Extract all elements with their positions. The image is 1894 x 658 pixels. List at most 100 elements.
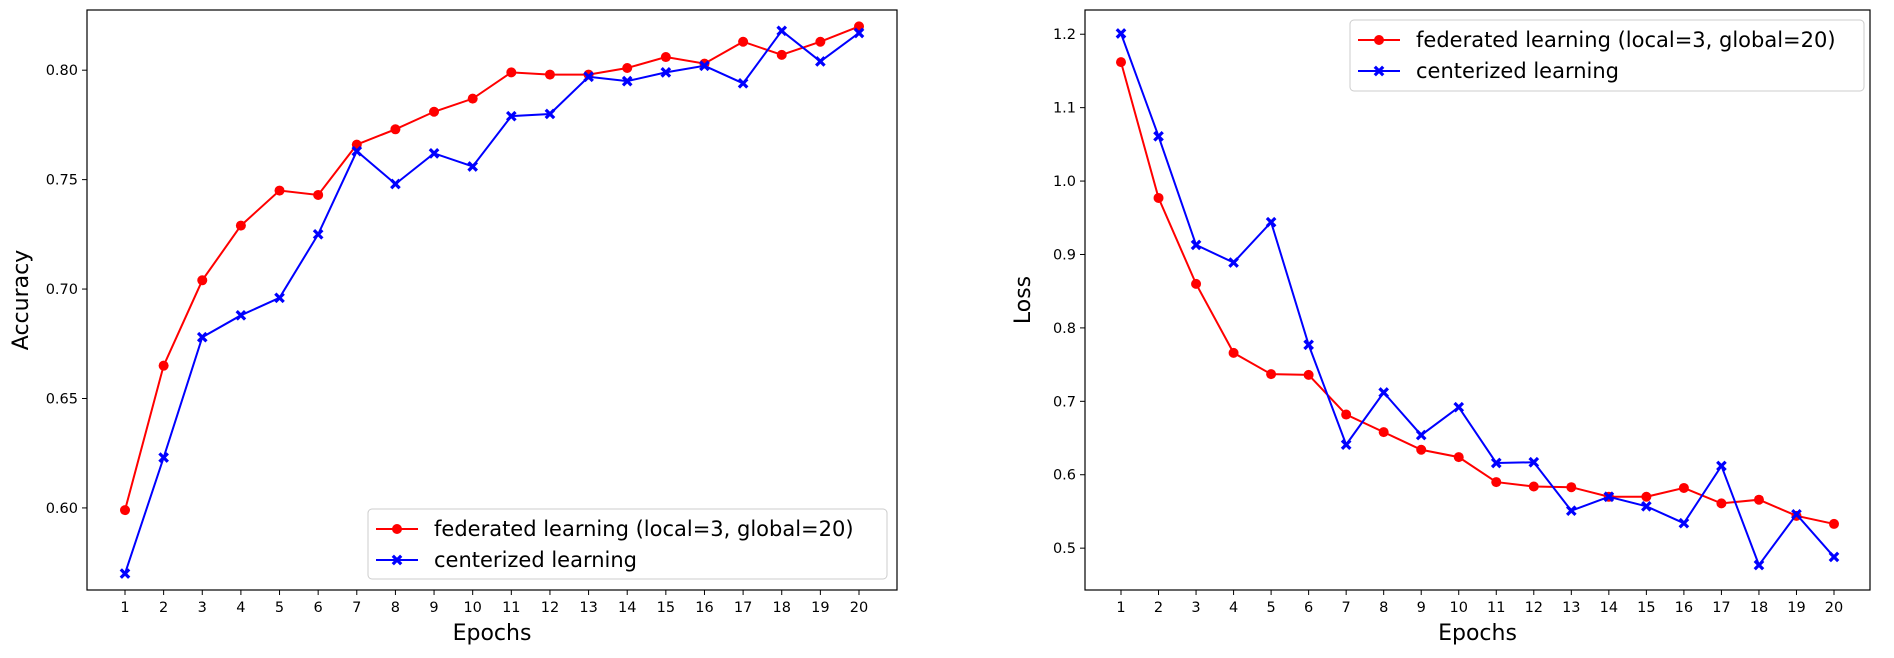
x-tick-label: 8 [391, 600, 400, 616]
series-1-point [1266, 369, 1277, 380]
marker-stroke [235, 309, 247, 321]
x-tick-label: 12 [541, 600, 559, 616]
y-tick-label: 1.0 [1053, 174, 1076, 190]
series-line-1 [124, 25, 860, 511]
marker-stroke [274, 292, 285, 304]
series-1-point [1228, 347, 1239, 358]
marker-stroke [312, 229, 324, 240]
series-line-2 [1120, 33, 1835, 568]
series-1-point [506, 67, 517, 78]
series-2-point [1153, 130, 1164, 142]
marker-stroke [1115, 28, 1127, 39]
series-1-point [235, 220, 246, 231]
x-tick-label: 4 [236, 600, 245, 616]
marker-stroke [505, 110, 517, 122]
y-tick-label: 0.80 [46, 63, 78, 79]
series-2-point [1678, 517, 1690, 529]
legend-marker [392, 524, 402, 534]
series-2-point [1378, 387, 1390, 398]
series-2-point [583, 71, 594, 83]
series-2-point [699, 60, 710, 72]
x-tick-label: 19 [1787, 600, 1805, 616]
series-1-point [390, 124, 401, 135]
series-2-point [274, 292, 285, 304]
series-2-point [1265, 216, 1277, 228]
series-2-point [1791, 509, 1802, 520]
series-1-point [1191, 278, 1202, 289]
marker-stroke [1716, 460, 1727, 472]
x-axis-label: Epochs [453, 621, 532, 646]
series-1-point [1303, 369, 1314, 380]
series-1-point [1116, 57, 1126, 68]
series-1-point [1378, 427, 1389, 438]
marker-stroke [815, 56, 826, 67]
series-1-point [1341, 409, 1352, 420]
series-2-point [660, 67, 672, 78]
series-2-point [853, 27, 865, 39]
x-tick-label: 10 [463, 600, 481, 616]
marker-stroke [1678, 517, 1690, 529]
marker-stroke [699, 60, 710, 72]
x-tick-label: 12 [1525, 600, 1543, 616]
x-tick-label: 18 [1750, 600, 1768, 616]
x-tick-label: 5 [1266, 600, 1275, 616]
legend-box [367, 508, 888, 580]
x-tick-label: 8 [1379, 600, 1388, 616]
chart-panel-2: 1 2 3 4 5 6 7 8 9 10 11 12 13 14 15 16 17 18 19 200.50.60.7… [1011, 9, 1871, 646]
marker-stroke [544, 108, 556, 120]
marker-stroke [1453, 401, 1465, 413]
series-1-point [158, 360, 169, 371]
marker-stroke [1340, 439, 1352, 450]
x-tick-label: 11 [1487, 600, 1505, 616]
x-tick-label: 20 [850, 600, 868, 616]
series-1-point [1453, 452, 1464, 463]
marker-stroke [1603, 491, 1615, 503]
legend-box [1349, 19, 1865, 92]
y-tick-label: 0.9 [1053, 247, 1076, 263]
chart-panel-1: 1 2 3 4 5 6 7 8 9 10 11 12 13 14 15 16 17 18 19 200.600.650… [9, 9, 898, 646]
marker-stroke [391, 554, 403, 566]
legend-label: federated learning (local=3, global=20) [1416, 28, 1836, 52]
series-2-point [1828, 551, 1840, 563]
series-2-point [815, 56, 826, 67]
x-tick-label: 1 [120, 600, 129, 616]
x-tick-label: 17 [734, 600, 752, 616]
marker-stroke [1415, 429, 1427, 441]
legend-label: federated learning (local=3, global=20) [434, 517, 854, 541]
marker-stroke [1565, 505, 1577, 517]
series-2-point [1303, 339, 1314, 351]
x-tick-label: 20 [1825, 600, 1843, 616]
series-1-point [1566, 482, 1577, 493]
legend-marker [1374, 35, 1384, 45]
series-1-point [120, 505, 130, 516]
series-2-point [505, 110, 517, 122]
marker-stroke [390, 178, 401, 190]
series-2-point [1565, 505, 1577, 517]
series-2-point [1190, 239, 1202, 251]
x-tick-label: 19 [811, 600, 829, 616]
marker-stroke [621, 75, 633, 87]
series-1-point [1641, 491, 1652, 502]
x-tick-label: 17 [1712, 600, 1730, 616]
series-1-point [1829, 518, 1839, 529]
series-2-point [312, 229, 324, 240]
marker-stroke [1265, 216, 1277, 228]
marker-stroke [1528, 456, 1540, 468]
y-tick-label: 0.6 [1053, 468, 1076, 484]
plot-frame [1084, 9, 1871, 591]
series-2-point [119, 568, 131, 579]
series-1-point [1678, 482, 1689, 493]
series-1-point [622, 63, 633, 73]
marker-stroke [1641, 500, 1652, 512]
series-1-point [1153, 192, 1164, 203]
marker-stroke [737, 77, 749, 89]
y-tick-label: 0.8 [1053, 321, 1076, 337]
x-tick-label: 6 [314, 600, 323, 616]
marker-stroke [1490, 457, 1502, 469]
x-tick-label: 7 [1342, 600, 1351, 616]
x-tick-label: 18 [773, 600, 791, 616]
marker-stroke [776, 25, 788, 37]
marker-stroke [428, 148, 440, 159]
series-2-point [776, 25, 788, 37]
y-tick-label: 0.70 [46, 282, 78, 298]
